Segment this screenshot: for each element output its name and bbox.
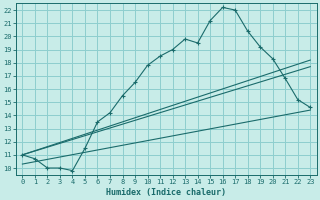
X-axis label: Humidex (Indice chaleur): Humidex (Indice chaleur) <box>106 188 226 197</box>
